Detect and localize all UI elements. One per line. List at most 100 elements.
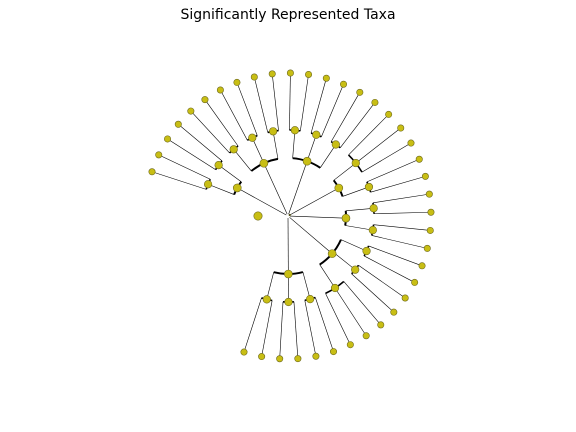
taxon-node	[155, 151, 163, 159]
taxon-node	[302, 156, 312, 166]
branch-line	[237, 187, 287, 216]
taxon-node	[407, 139, 415, 147]
branch-line	[348, 114, 389, 156]
taxon-node	[329, 348, 337, 356]
branch-line	[288, 161, 308, 215]
branch-line	[345, 207, 374, 212]
taxon-node	[364, 182, 374, 192]
branch-line	[218, 164, 242, 182]
branch-line	[233, 149, 252, 172]
taxon-node	[421, 172, 429, 180]
taxon-node	[369, 204, 378, 213]
taxon-node	[390, 308, 398, 316]
branch-line	[372, 193, 430, 204]
taxon-node	[229, 145, 238, 154]
taxon-node	[286, 69, 294, 77]
branch-line	[366, 158, 420, 183]
taxon-node	[425, 190, 433, 198]
taxon-node	[203, 180, 213, 189]
taxon-node	[290, 126, 300, 135]
taxon-node	[351, 265, 360, 274]
taxon-node	[377, 321, 385, 329]
branch-line	[370, 176, 426, 193]
taxon-node	[294, 355, 302, 363]
taxon-node	[250, 73, 258, 81]
taxon-node	[248, 133, 257, 142]
branch-line	[271, 73, 279, 131]
taxon-node	[174, 120, 182, 128]
branch-line	[263, 163, 288, 215]
taxon-node	[351, 158, 360, 168]
branch-line	[371, 235, 428, 249]
taxon-node	[411, 278, 419, 286]
branch-line	[306, 134, 317, 162]
branch-line	[334, 287, 367, 336]
branch-line	[207, 183, 235, 195]
taxon-node	[426, 226, 434, 234]
branch-line	[319, 264, 336, 289]
branch-line	[254, 76, 269, 133]
taxon-node	[427, 208, 435, 216]
taxon-node	[259, 158, 269, 168]
taxon-node	[368, 226, 377, 235]
branch-line	[361, 142, 412, 173]
taxon-node	[356, 88, 364, 96]
taxon-node	[268, 70, 276, 78]
taxon-node	[362, 246, 371, 256]
taxon-node	[327, 249, 337, 258]
taxon-node	[341, 213, 351, 223]
taxon-node	[201, 96, 209, 104]
branch-line	[315, 297, 334, 352]
branch-line	[190, 110, 230, 154]
branch-line	[342, 186, 370, 197]
taxon-node	[216, 86, 224, 94]
taxon-node	[397, 124, 405, 132]
taxon-node	[418, 262, 426, 270]
branch-line	[158, 154, 211, 180]
branch-line	[373, 211, 431, 215]
taxon-node	[362, 332, 370, 340]
branch-line	[351, 273, 395, 313]
branch-line	[272, 131, 279, 159]
taxon-node	[232, 183, 242, 193]
branch-line	[289, 73, 291, 131]
taxon-node	[340, 80, 348, 88]
chart-title: Significantly Represented Taxa	[180, 7, 396, 23]
nodes-group	[148, 69, 435, 363]
branch-line	[289, 215, 346, 219]
taxon-node	[330, 283, 340, 293]
branch-line	[325, 293, 351, 345]
taxon-node	[268, 127, 278, 136]
taxon-node	[284, 269, 293, 279]
taxon-node	[423, 244, 431, 252]
taxon-node	[253, 211, 263, 221]
taxon-node	[240, 348, 248, 356]
branch-line	[330, 92, 361, 142]
taxon-node	[214, 161, 223, 170]
taxon-node	[262, 295, 271, 304]
branch-line	[151, 171, 207, 190]
taxon-node	[312, 130, 321, 139]
taxon-node	[148, 168, 156, 176]
branch-line	[368, 245, 423, 267]
branch-line	[373, 224, 431, 231]
branch-line	[355, 127, 401, 164]
root-node	[288, 213, 291, 217]
taxon-node	[305, 70, 313, 78]
branch-line	[343, 281, 381, 326]
branch-line	[167, 138, 216, 170]
taxon-node	[306, 295, 315, 304]
branch-line	[289, 217, 333, 254]
taxon-node	[258, 353, 266, 361]
taxon-node	[331, 140, 340, 149]
branch-line	[358, 265, 406, 299]
taxon-node	[312, 352, 320, 360]
branch-line	[310, 78, 327, 134]
taxon-node	[233, 78, 241, 86]
branch-line	[364, 255, 415, 283]
branch-line	[293, 301, 299, 359]
taxon-node	[334, 183, 344, 193]
branch-line	[204, 99, 239, 147]
branch-line	[333, 162, 356, 181]
